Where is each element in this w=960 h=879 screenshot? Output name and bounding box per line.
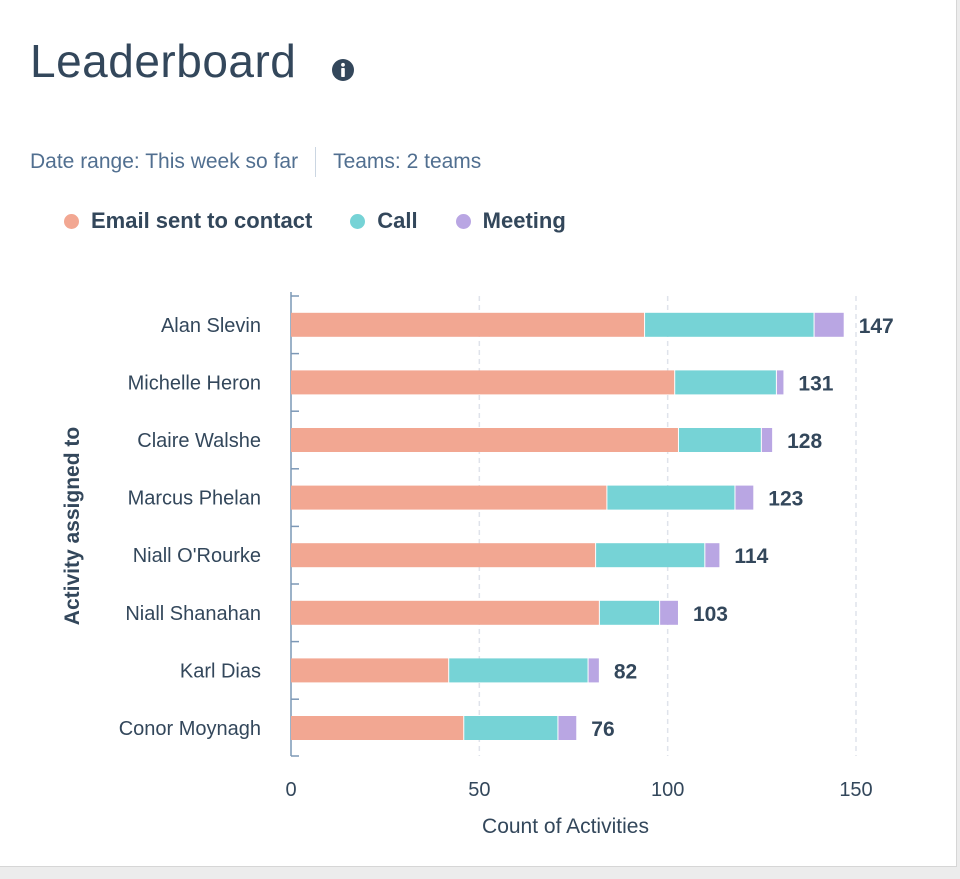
legend-swatch-email bbox=[64, 213, 79, 229]
bar-call[interactable] bbox=[675, 370, 776, 395]
bar-email[interactable] bbox=[291, 658, 449, 683]
date-range-filter[interactable]: Date range: This week so far bbox=[30, 150, 299, 173]
bar-call[interactable] bbox=[607, 485, 735, 510]
bar-call[interactable] bbox=[464, 716, 558, 740]
bar-email[interactable] bbox=[291, 600, 599, 625]
x-tick-label: 0 bbox=[285, 779, 296, 801]
legend-swatch-meeting bbox=[455, 213, 471, 229]
filter-divider bbox=[315, 147, 317, 177]
legend-item-email[interactable]: Email sent to contact bbox=[64, 208, 312, 234]
total-label: 131 bbox=[798, 372, 833, 395]
axes bbox=[290, 292, 299, 757]
legend-item-call[interactable]: Call bbox=[350, 208, 418, 234]
bar-meeting[interactable] bbox=[735, 485, 754, 510]
x-tick-label: 100 bbox=[651, 779, 684, 801]
bar-call[interactable] bbox=[449, 658, 588, 683]
info-icon[interactable] bbox=[331, 58, 355, 82]
bar-call[interactable] bbox=[596, 543, 705, 568]
category-label: Niall Shanahan bbox=[125, 603, 261, 625]
total-label: 128 bbox=[787, 430, 822, 453]
total-label: 103 bbox=[693, 603, 728, 626]
category-label: Claire Walshe bbox=[137, 430, 261, 452]
category-label: Niall O'Rourke bbox=[133, 545, 261, 567]
bar-call[interactable] bbox=[645, 312, 814, 337]
legend-item-meeting[interactable]: Meeting bbox=[455, 208, 566, 234]
category-label: Michelle Heron bbox=[128, 372, 261, 394]
legend-label-email: Email sent to contact bbox=[91, 208, 313, 233]
x-axis-title: Count of Activities bbox=[482, 815, 649, 838]
category-label: Marcus Phelan bbox=[128, 488, 261, 510]
bar-meeting[interactable] bbox=[776, 370, 784, 395]
legend-label-call: Call bbox=[377, 208, 418, 233]
labels: 0 50 100 150 Alan Slevin 147 Michelle Heron 131… bbox=[119, 315, 894, 801]
bar-email[interactable] bbox=[291, 312, 645, 337]
bar-email[interactable] bbox=[291, 428, 678, 452]
total-label: 76 bbox=[591, 718, 614, 741]
bar-call[interactable] bbox=[678, 428, 761, 452]
total-label: 123 bbox=[768, 488, 803, 511]
bars bbox=[291, 312, 844, 740]
filter-bar: Date range: This week so far Teams: 2 te… bbox=[30, 147, 481, 177]
bar-meeting[interactable] bbox=[588, 658, 599, 683]
bar-meeting[interactable] bbox=[705, 543, 720, 568]
bar-meeting[interactable] bbox=[814, 312, 844, 337]
x-tick-label: 150 bbox=[839, 779, 872, 801]
category-label: Alan Slevin bbox=[161, 315, 261, 337]
total-label: 147 bbox=[859, 315, 894, 338]
bar-meeting[interactable] bbox=[660, 600, 678, 625]
y-axis-title: Activity assigned to bbox=[61, 427, 84, 625]
category-label: Conor Moynagh bbox=[119, 718, 261, 740]
category-label: Karl Dias bbox=[180, 660, 261, 682]
bar-meeting[interactable] bbox=[761, 428, 773, 452]
grid-lines bbox=[478, 296, 857, 756]
teams-filter[interactable]: Teams: 2 teams bbox=[333, 150, 482, 173]
legend-swatch-call bbox=[350, 213, 366, 229]
chart-legend: Email sent to contact Call Meeting bbox=[64, 208, 604, 234]
x-tick-label: 50 bbox=[468, 779, 490, 801]
bar-email[interactable] bbox=[291, 543, 596, 568]
bar-email[interactable] bbox=[291, 716, 464, 740]
bar-meeting[interactable] bbox=[558, 716, 577, 740]
total-label: 82 bbox=[614, 660, 637, 683]
bar-email[interactable] bbox=[291, 370, 675, 395]
total-label: 114 bbox=[734, 545, 768, 568]
legend-label-meeting: Meeting bbox=[482, 208, 566, 233]
page-title: Leaderboard bbox=[30, 35, 297, 87]
bar-call[interactable] bbox=[599, 600, 660, 625]
bar-email[interactable] bbox=[291, 485, 607, 510]
